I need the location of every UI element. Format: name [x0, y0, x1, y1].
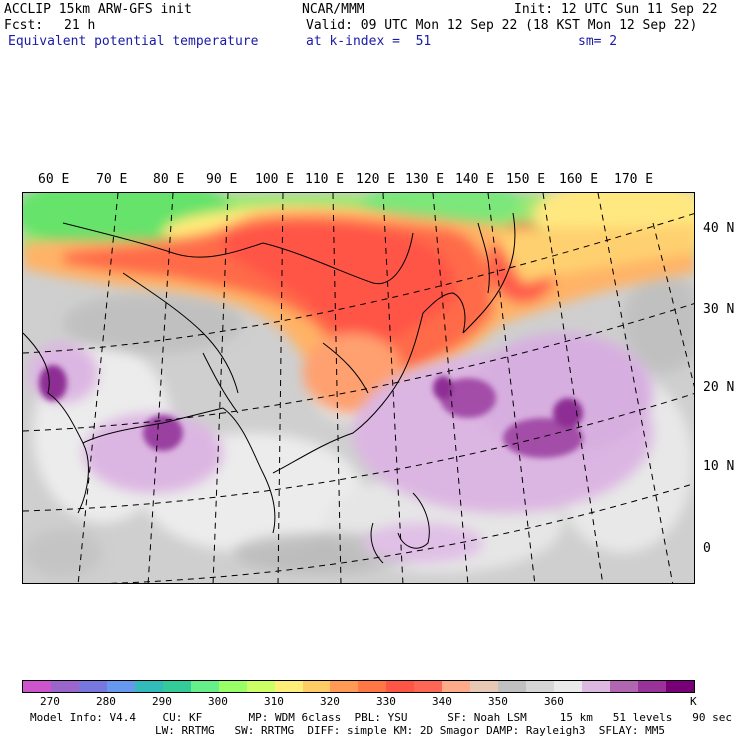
- colorbar-tick: 330: [376, 695, 396, 708]
- lon-label: 130 E: [405, 172, 445, 187]
- colorbar-swatch: [610, 681, 638, 692]
- colorbar-tick: 280: [96, 695, 116, 708]
- level-label: at k-index = 51: [306, 34, 432, 49]
- colorbar-tick: 350: [488, 695, 508, 708]
- colorbar-swatch: [498, 681, 527, 692]
- colorbar-swatch: [218, 681, 247, 692]
- colorbar-tick: 270: [40, 695, 60, 708]
- colorbar-tick: 290: [152, 695, 172, 708]
- colorbar-tick: 360: [544, 695, 564, 708]
- colorbar-swatch: [78, 681, 107, 692]
- center-label: NCAR/MMM: [302, 2, 365, 17]
- forecast-label: Fcst:: [4, 18, 44, 33]
- smoothing-label: sm= 2: [578, 34, 618, 49]
- colorbar-swatch: [246, 681, 275, 692]
- colorbar-swatch: [386, 681, 415, 692]
- lon-label: 120 E: [356, 172, 396, 187]
- colorbar-tick: 310: [264, 695, 284, 708]
- colorbar-swatch: [50, 681, 79, 692]
- colorbar-swatch: [637, 681, 666, 692]
- colorbar-swatch: [414, 681, 443, 692]
- lat-label: 30 N: [703, 302, 735, 317]
- lon-label: 100 E: [255, 172, 295, 187]
- colorbar-swatch: [470, 681, 499, 692]
- lon-label: 70 E: [96, 172, 128, 187]
- colorbar-swatch: [442, 681, 471, 692]
- colorbar-swatch: [665, 681, 694, 692]
- colorbar-swatch: [134, 681, 163, 692]
- colorbar-tick: 320: [320, 695, 340, 708]
- theta-e-field: [23, 193, 694, 583]
- model-info-line2: LW: RRTMG SW: RRTMG DIFF: simple KM: 2D …: [155, 724, 665, 737]
- colorbar-swatch: [582, 681, 611, 692]
- colorbar-unit: K: [690, 695, 697, 708]
- init-time: Init: 12 UTC Sun 11 Sep 22: [514, 2, 718, 17]
- colorbar-tick: 300: [208, 695, 228, 708]
- colorbar-swatch: [358, 681, 387, 692]
- model-title: ACCLIP 15km ARW-GFS init: [4, 2, 192, 17]
- lon-label: 60 E: [38, 172, 70, 187]
- lon-label: 150 E: [506, 172, 546, 187]
- lon-label: 80 E: [153, 172, 185, 187]
- lat-label: 20 N: [703, 380, 735, 395]
- map-panel: [22, 192, 695, 584]
- lon-label: 140 E: [455, 172, 495, 187]
- colorbar-swatch: [302, 681, 331, 692]
- model-info-line1: Model Info: V4.4 CU: KF MP: WDM 6class P…: [30, 711, 732, 724]
- lon-label: 90 E: [206, 172, 238, 187]
- lon-label: 160 E: [559, 172, 599, 187]
- lat-label: 0: [703, 541, 711, 556]
- forecast-hour: 21 h: [64, 18, 96, 33]
- colorbar-swatch: [23, 681, 51, 692]
- colorbar-swatch: [162, 681, 191, 692]
- valid-time: Valid: 09 UTC Mon 12 Sep 22 (18 KST Mon …: [306, 18, 698, 33]
- lon-label: 110 E: [305, 172, 345, 187]
- colorbar-tick: 340: [432, 695, 452, 708]
- lon-label: 170 E: [614, 172, 654, 187]
- colorbar: [22, 680, 695, 693]
- colorbar-swatch: [554, 681, 583, 692]
- colorbar-swatch: [274, 681, 303, 692]
- lat-label: 10 N: [703, 459, 735, 474]
- colorbar-swatch: [526, 681, 555, 692]
- colorbar-swatch: [106, 681, 135, 692]
- colorbar-swatch: [330, 681, 359, 692]
- lat-label: 40 N: [703, 221, 735, 236]
- colorbar-swatch: [190, 681, 219, 692]
- field-name: Equivalent potential temperature: [8, 34, 259, 49]
